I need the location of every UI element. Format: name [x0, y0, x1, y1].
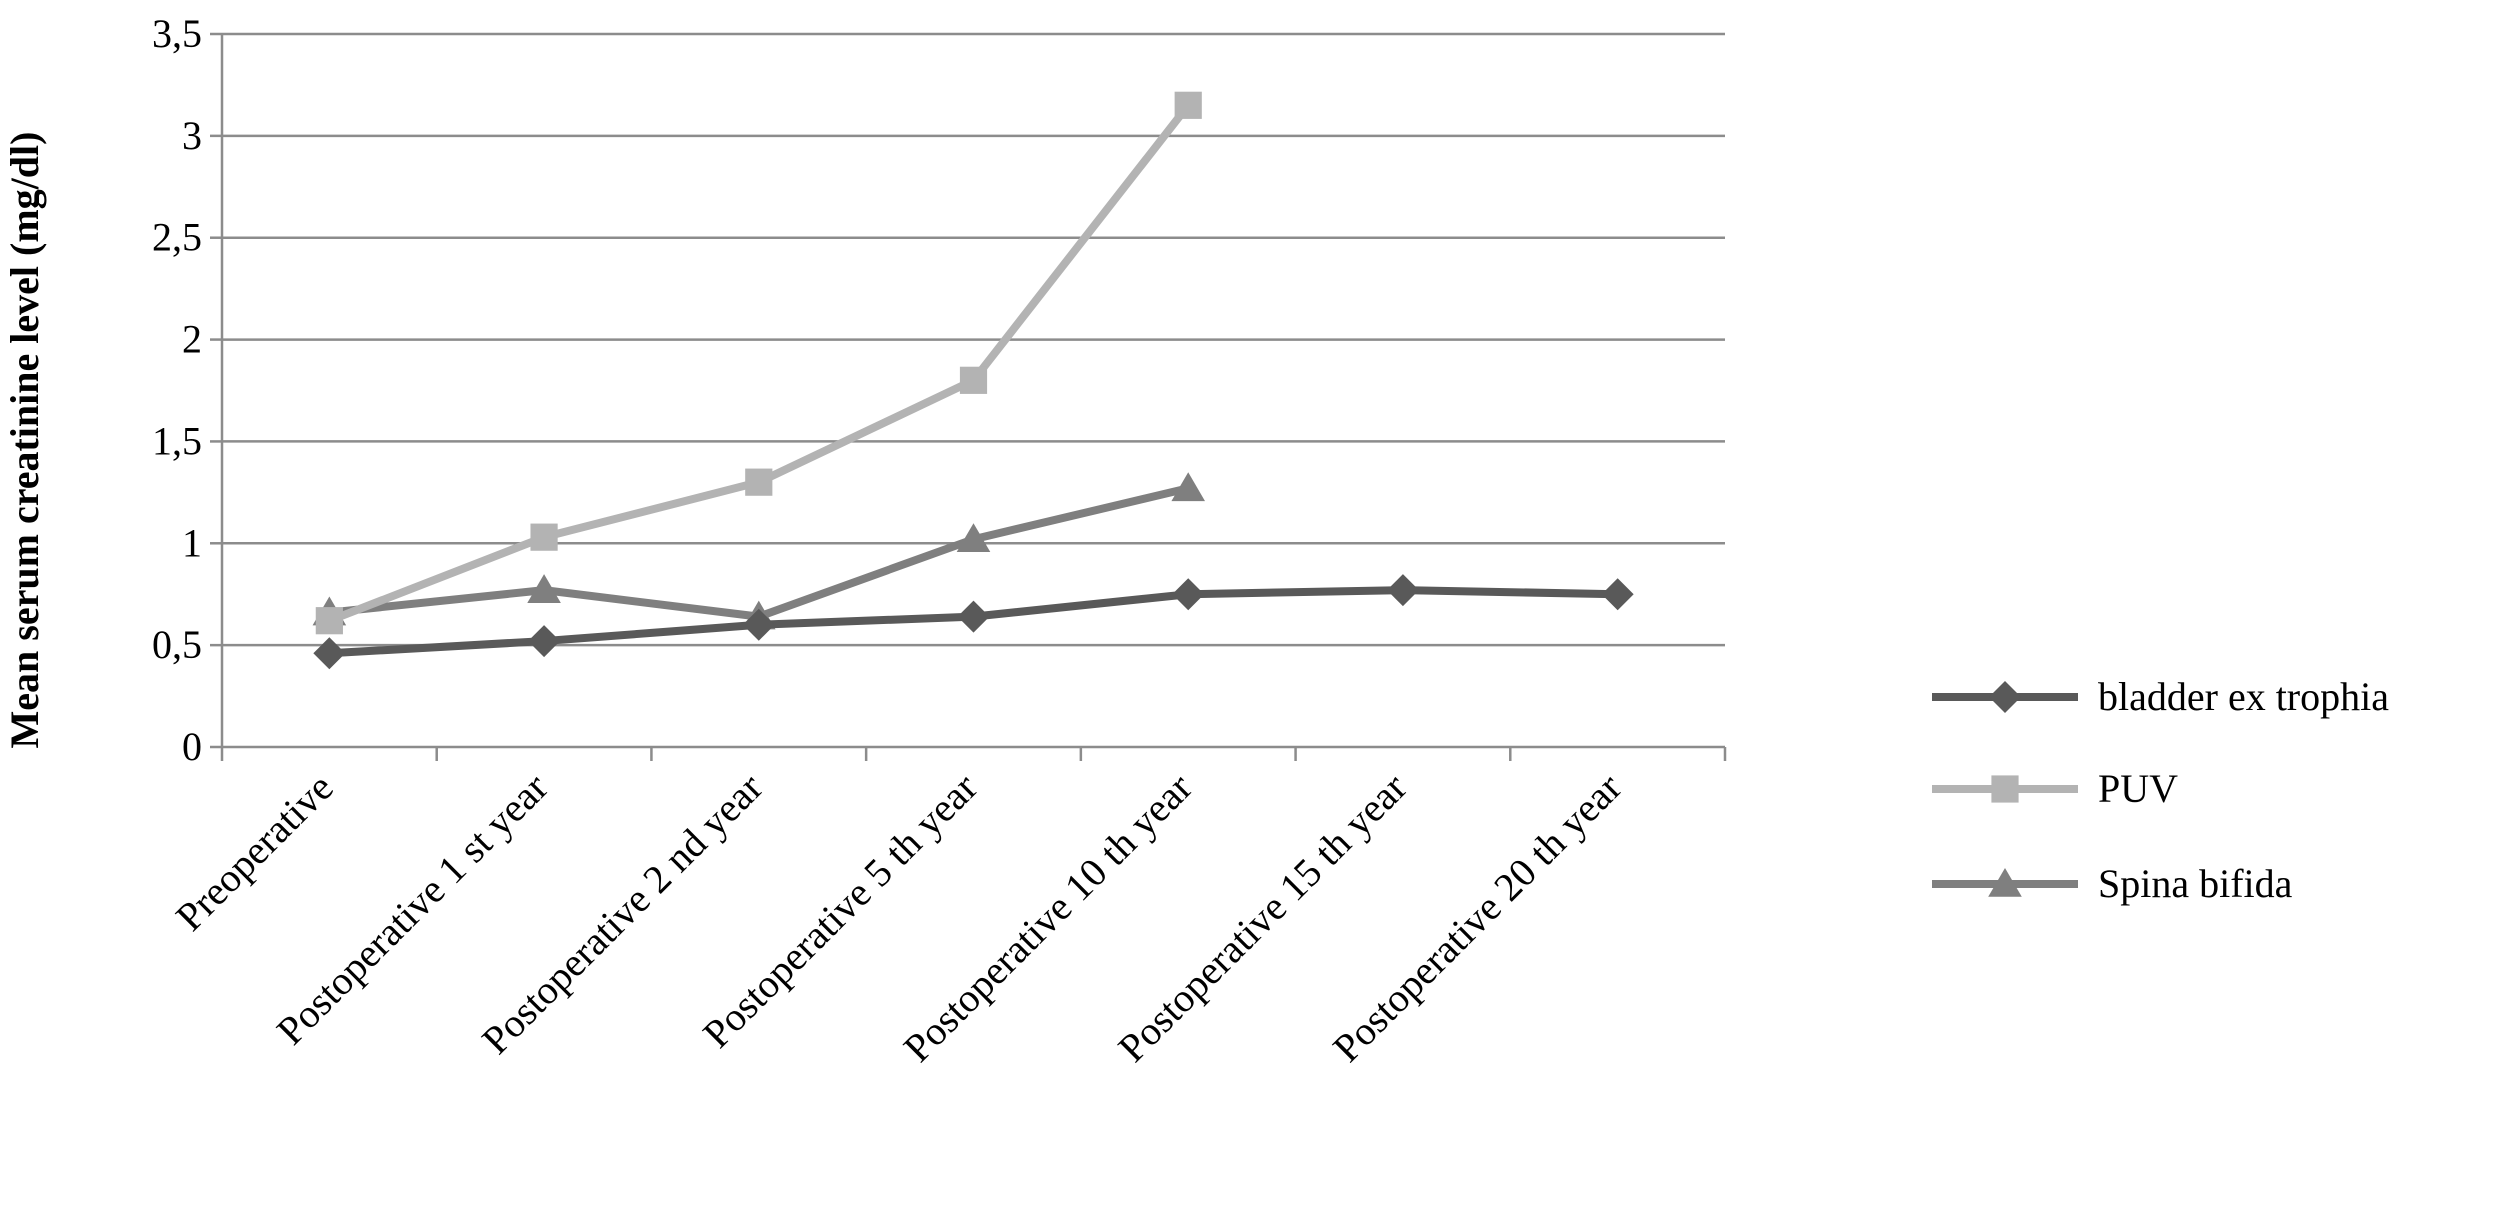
y-tick-label: 1,5 [152, 418, 202, 463]
legend-item: bladder ex trophia [1932, 674, 2389, 719]
axes [220, 34, 1727, 761]
series-lines [312, 91, 1634, 670]
data-point-square [745, 468, 773, 496]
series-bladder-ex-trophia [313, 574, 1634, 670]
data-point-diamond [1601, 578, 1634, 611]
data-point-diamond [1989, 681, 2021, 713]
series-puv [315, 91, 1202, 635]
data-point-triangle [527, 574, 561, 603]
y-axis-label: Mean serum creatinine level (mg/dl) [2, 132, 47, 749]
data-point-diamond [1172, 578, 1205, 611]
data-point-diamond [957, 600, 990, 633]
y-tick-label: 1 [182, 520, 202, 565]
y-tick-label: 0 [182, 724, 202, 769]
legend-label: bladder ex trophia [2098, 674, 2389, 719]
y-tick-labels: 0 0,5 1 1,5 2 2,5 3 3,5 [152, 11, 202, 769]
data-point-square [959, 366, 988, 394]
data-point-triangle [1171, 472, 1206, 502]
legend-item: PUV [1932, 766, 2178, 811]
legend-item: Spina bifida [1932, 861, 2293, 906]
y-tick-label: 3,5 [152, 11, 202, 56]
y-tick-label: 3 [182, 113, 202, 158]
data-point-square [1991, 775, 2019, 803]
y-tick-label: 2 [182, 317, 202, 362]
data-point-square [315, 607, 343, 635]
data-point-triangle [956, 523, 991, 553]
data-point-diamond [1386, 574, 1419, 607]
y-tick-label: 2,5 [152, 215, 202, 260]
legend-label: Spina bifida [2098, 861, 2293, 906]
legend-label: PUV [2098, 766, 2178, 811]
data-point-square [1174, 91, 1202, 119]
data-point-diamond [742, 608, 775, 641]
data-point-triangle [1988, 868, 2022, 897]
data-point-diamond [313, 637, 346, 670]
x-tick-label: Preoperative [167, 765, 342, 940]
data-point-diamond [528, 625, 561, 658]
data-point-square [530, 523, 558, 551]
y-tick-label: 0,5 [152, 622, 202, 667]
legend: bladder ex trophia PUV Spina bifida [1932, 674, 2389, 906]
series-line [328, 484, 1190, 621]
